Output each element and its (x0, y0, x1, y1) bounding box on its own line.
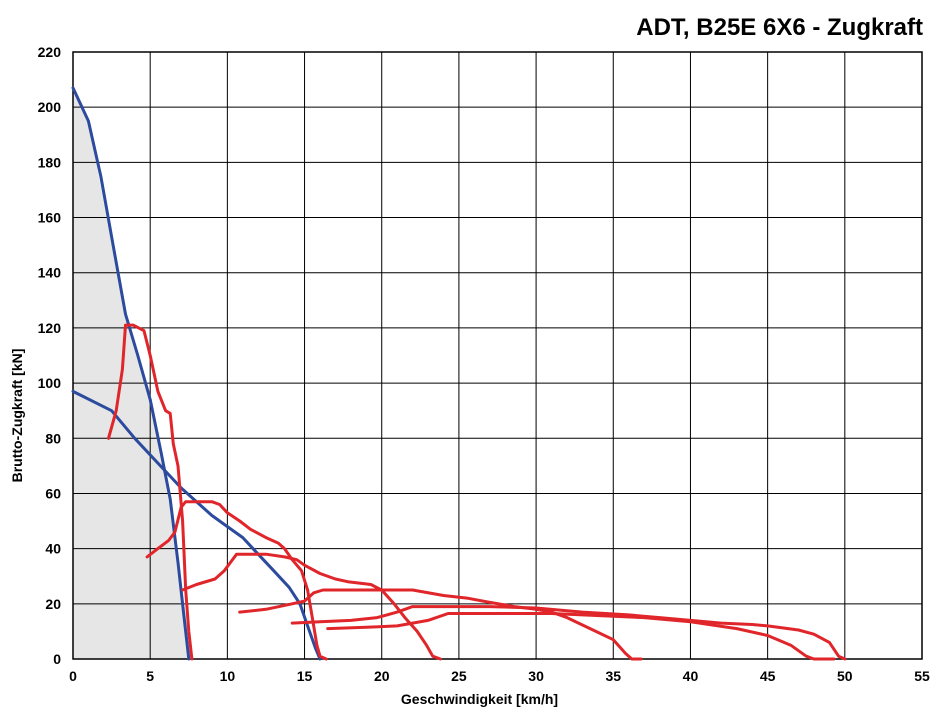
x-tick-label-0: 0 (69, 668, 77, 684)
blue-curve-1 (71, 86, 191, 661)
shaded-area (73, 87, 192, 659)
blue-curve-2 (71, 389, 322, 661)
x-tick-label-2: 10 (220, 668, 236, 684)
x-tick-label-10: 50 (837, 668, 853, 684)
x-tick-label-3: 15 (297, 668, 313, 684)
y-tick-label-7: 140 (38, 265, 62, 281)
x-tick-label-1: 5 (146, 668, 154, 684)
red-curve-gear-4 (238, 588, 643, 661)
red-curve-gear-1 (107, 323, 194, 661)
y-tick-label-10: 200 (38, 99, 62, 115)
y-tick-label-5: 100 (38, 375, 62, 391)
y-tick-label-1: 20 (45, 596, 61, 612)
red-curve-gear-6 (326, 612, 836, 661)
y-tick-label-0: 0 (53, 651, 61, 667)
red-curve-gear-5 (290, 605, 847, 661)
y-tick-label-2: 40 (45, 541, 61, 557)
x-tick-label-7: 35 (605, 668, 621, 684)
x-tick-label-9: 45 (760, 668, 776, 684)
plot-frame (72, 51, 923, 660)
y-tick-label-9: 180 (38, 154, 62, 170)
x-tick-label-8: 40 (683, 668, 699, 684)
x-tick-label-5: 25 (451, 668, 467, 684)
plot-background (73, 52, 922, 659)
x-tick-label-6: 30 (528, 668, 544, 684)
y-tick-label-11: 220 (38, 44, 62, 60)
red-curve-gear-2 (145, 500, 328, 661)
x-tick-label-4: 20 (374, 668, 390, 684)
x-tick-label-11: 55 (914, 668, 930, 684)
chart-title: ADT, B25E 6X6 - Zugkraft (636, 14, 923, 41)
y-tick-label-4: 80 (45, 430, 61, 446)
x-axis-label: Geschwindigkeit [km/h] (401, 691, 558, 707)
y-tick-label-6: 120 (38, 320, 62, 336)
y-tick-label-8: 160 (38, 210, 62, 226)
y-tick-label-3: 60 (45, 485, 61, 501)
y-axis-label: Brutto-Zugkraft [kN] (9, 349, 25, 483)
